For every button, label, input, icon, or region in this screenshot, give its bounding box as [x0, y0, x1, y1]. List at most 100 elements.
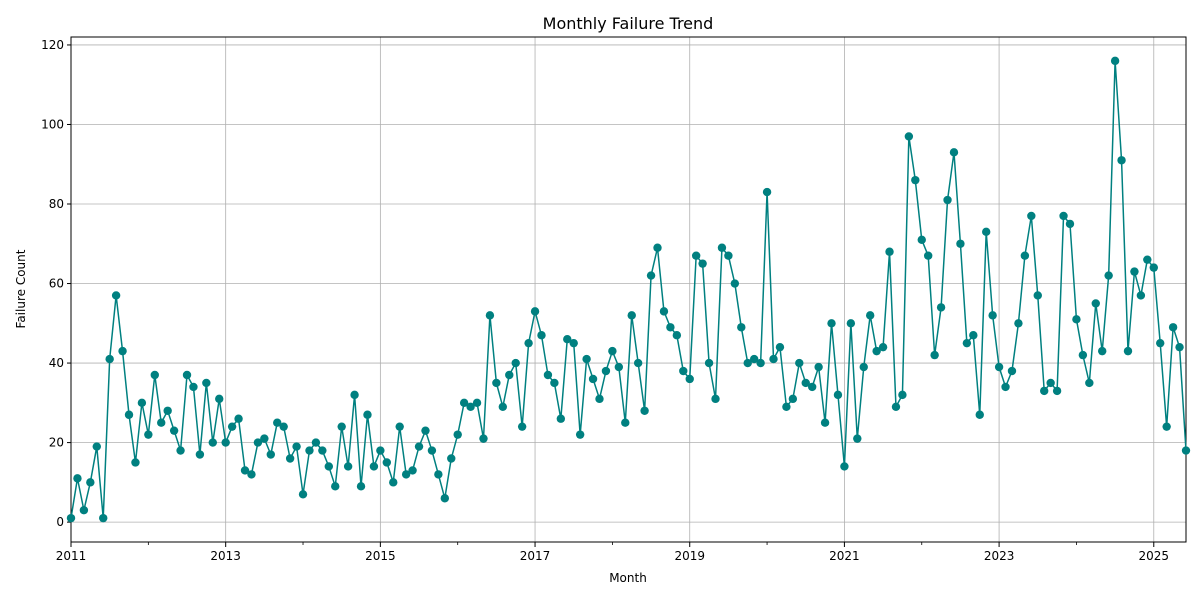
- data-point: [749, 354, 759, 364]
- data-point: [434, 470, 443, 479]
- data-point: [1168, 323, 1178, 332]
- data-point: [247, 470, 256, 479]
- x-tick-label: 2017: [520, 549, 551, 563]
- data-point: [1181, 446, 1191, 455]
- data-point: [376, 446, 385, 455]
- data-point: [395, 422, 404, 431]
- data-point: [898, 390, 907, 400]
- data-point: [285, 454, 295, 463]
- data-point: [105, 354, 114, 364]
- x-tick-label: 2019: [674, 549, 705, 563]
- data-point: [646, 271, 656, 280]
- data-point: [150, 370, 159, 380]
- data-point: [621, 418, 630, 427]
- data-point: [447, 454, 456, 463]
- data-point: [717, 243, 727, 252]
- data-point: [814, 362, 823, 372]
- data-point: [801, 378, 810, 388]
- data-point: [311, 438, 321, 447]
- axis-ticks: 0 20 40 60 80 100 120 2011 2013 2015 2017 2019 2021 2…: [41, 38, 1169, 563]
- chart-title: Monthly Failure Trend: [543, 14, 714, 33]
- series-failures: [66, 56, 1191, 523]
- data-point: [1059, 211, 1068, 221]
- data-point: [227, 422, 237, 431]
- data-point: [189, 382, 198, 392]
- data-point: [86, 478, 95, 487]
- data-point: [459, 398, 469, 408]
- data-point: [137, 398, 147, 408]
- data-point: [698, 259, 707, 268]
- series-line: [70, 60, 1187, 519]
- data-point: [169, 426, 179, 435]
- data-point: [640, 406, 649, 415]
- data-point: [1014, 319, 1023, 328]
- data-point: [1156, 338, 1165, 348]
- y-tick-label: 120: [41, 38, 64, 52]
- data-point: [273, 418, 282, 427]
- data-point: [969, 331, 978, 340]
- data-point: [498, 402, 508, 412]
- data-point: [704, 358, 714, 368]
- data-point: [769, 354, 778, 364]
- data-point: [563, 335, 572, 344]
- x-tick-label: 2013: [210, 549, 241, 563]
- data-point: [253, 438, 263, 447]
- data-point: [479, 434, 488, 443]
- data-point: [66, 513, 76, 523]
- data-point: [943, 195, 952, 205]
- data-point: [292, 442, 301, 451]
- data-point: [633, 358, 643, 368]
- data-point: [240, 466, 250, 475]
- data-point: [331, 482, 340, 491]
- data-point: [1065, 219, 1075, 229]
- data-point: [1117, 156, 1126, 165]
- plot-area: [70, 36, 1187, 543]
- data-point: [627, 311, 636, 320]
- data-point: [608, 346, 617, 356]
- data-point: [691, 251, 701, 260]
- data-point: [949, 148, 959, 157]
- grid: [70, 37, 1186, 542]
- y-axis-title: Failure Count: [14, 249, 28, 328]
- data-point: [994, 362, 1004, 372]
- data-point: [872, 346, 881, 356]
- x-tick-label: 2021: [829, 549, 860, 563]
- data-point: [1020, 251, 1030, 260]
- data-point: [1149, 263, 1158, 272]
- data-point: [382, 458, 392, 467]
- data-point: [324, 462, 334, 471]
- data-point: [440, 494, 450, 503]
- data-point: [492, 378, 501, 388]
- data-point: [923, 251, 933, 260]
- data-point: [788, 394, 798, 404]
- data-point: [672, 331, 682, 340]
- data-point: [195, 450, 205, 459]
- data-point: [807, 382, 817, 392]
- data-point: [298, 490, 308, 499]
- data-point: [936, 303, 946, 312]
- data-point: [1007, 366, 1017, 376]
- data-point: [653, 243, 662, 252]
- y-tick-label: 100: [41, 117, 64, 131]
- data-point: [163, 406, 172, 415]
- data-point: [485, 311, 495, 320]
- data-point: [1123, 346, 1133, 356]
- data-point: [1104, 271, 1113, 280]
- data-point: [421, 426, 430, 435]
- data-point: [685, 374, 694, 384]
- data-point: [124, 410, 134, 419]
- data-point: [614, 362, 624, 372]
- data-point: [305, 446, 314, 455]
- data-point: [1085, 378, 1094, 388]
- y-tick-label: 0: [56, 515, 64, 529]
- data-point: [466, 402, 475, 412]
- data-point: [859, 362, 868, 372]
- data-point: [408, 466, 417, 475]
- data-point: [775, 342, 785, 352]
- data-point: [99, 513, 108, 523]
- data-point: [1052, 386, 1062, 396]
- data-point: [343, 462, 353, 471]
- data-point: [975, 410, 984, 419]
